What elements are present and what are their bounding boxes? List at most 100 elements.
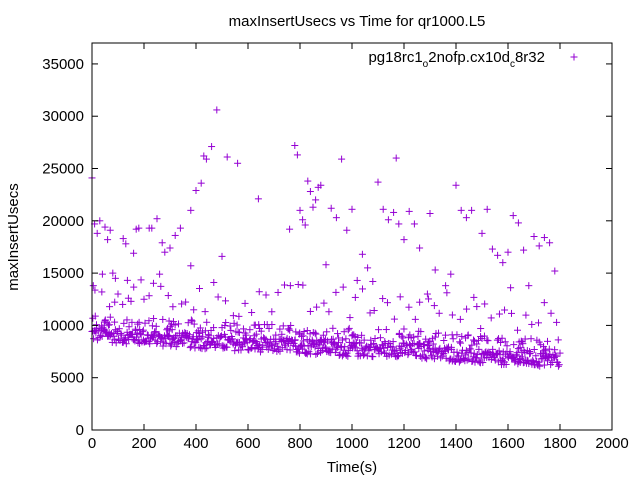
data-point (267, 341, 275, 349)
data-point-outlier (410, 220, 418, 228)
data-point-outlier (358, 250, 366, 258)
x-tick-label: 1800 (543, 435, 576, 452)
data-point (534, 361, 542, 369)
data-point-outlier (343, 226, 351, 234)
data-point (286, 326, 294, 334)
data-point-outlier (332, 214, 340, 222)
data-point (286, 346, 294, 354)
data-point (551, 346, 559, 354)
data-point (212, 341, 220, 349)
data-point-outlier (130, 249, 138, 257)
data-point-outlier (468, 206, 476, 214)
data-point (344, 352, 352, 360)
data-point-outlier (111, 274, 119, 282)
data-point (304, 342, 312, 350)
data-point (554, 336, 562, 344)
data-point (119, 300, 127, 308)
data-point (169, 318, 177, 326)
data-point (348, 332, 356, 340)
data-point (234, 328, 242, 336)
data-point-outlier (514, 219, 522, 227)
data-point (306, 330, 314, 338)
data-point-outlier (301, 221, 309, 229)
data-point (294, 280, 302, 288)
y-tick-label: 30000 (42, 108, 84, 125)
data-point (295, 349, 303, 357)
data-point-outlier (348, 205, 356, 213)
data-point (323, 328, 331, 336)
data-point (354, 333, 362, 341)
legend-marker-symbol (570, 53, 578, 61)
data-point (152, 322, 160, 330)
data-point (497, 338, 505, 346)
data-point (487, 355, 495, 363)
data-point (421, 354, 429, 362)
data-point (412, 352, 420, 360)
data-point (456, 338, 464, 346)
data-point (312, 330, 320, 338)
data-point (358, 331, 366, 339)
data-point (365, 347, 373, 355)
data-point (143, 331, 151, 339)
data-point-outlier (312, 196, 320, 204)
data-point-outlier (390, 208, 398, 216)
data-point-outlier (153, 215, 161, 223)
data-point (135, 318, 143, 326)
data-point-outlier (530, 233, 538, 240)
data-point-outlier (400, 236, 408, 244)
data-point (353, 347, 361, 355)
data-point (425, 341, 433, 349)
data-point (168, 340, 176, 348)
data-point (513, 349, 521, 357)
data-point (157, 282, 165, 290)
data-point-outlier (187, 206, 195, 214)
data-point (111, 336, 119, 344)
data-point (165, 327, 173, 335)
data-point-outlier (462, 214, 470, 222)
data-point (383, 299, 391, 307)
data-point-outlier (218, 252, 226, 260)
data-point (351, 340, 359, 348)
data-point (369, 353, 377, 361)
data-point (175, 320, 183, 328)
data-point (98, 288, 106, 296)
data-point (379, 295, 387, 303)
data-point (420, 340, 428, 348)
y-tick-label: 20000 (42, 213, 84, 230)
data-point-outlier (127, 297, 135, 305)
data-point (312, 350, 320, 358)
data-point-outlier (187, 262, 195, 270)
data-point (480, 332, 488, 340)
data-point (400, 325, 408, 333)
data-point (296, 329, 304, 337)
data-point-outlier (525, 282, 533, 290)
data-point (97, 332, 105, 340)
data-point (257, 327, 265, 335)
data-point (291, 336, 299, 344)
data-point (222, 319, 230, 327)
data-point (298, 332, 306, 340)
data-point-outlier (327, 204, 335, 212)
data-point-outlier (374, 178, 382, 186)
data-point-outlier (395, 220, 403, 228)
data-point-outlier (369, 277, 377, 285)
data-point (204, 331, 212, 339)
data-point (393, 353, 401, 361)
data-point (117, 330, 125, 338)
data-point (187, 342, 195, 350)
data-point (405, 340, 413, 348)
data-point (106, 303, 114, 311)
data-point (431, 333, 439, 341)
data-point-outlier (98, 270, 106, 278)
data-point (366, 309, 374, 317)
data-point (139, 328, 147, 336)
y-tick-label: 15000 (42, 265, 84, 282)
data-point (299, 337, 307, 345)
data-point (526, 347, 534, 355)
data-point (268, 308, 276, 316)
data-point-outlier (114, 290, 122, 298)
data-point (210, 278, 218, 286)
data-point (420, 347, 428, 355)
y-tick-label: 10000 (42, 317, 84, 334)
data-point-outlier (309, 203, 317, 211)
